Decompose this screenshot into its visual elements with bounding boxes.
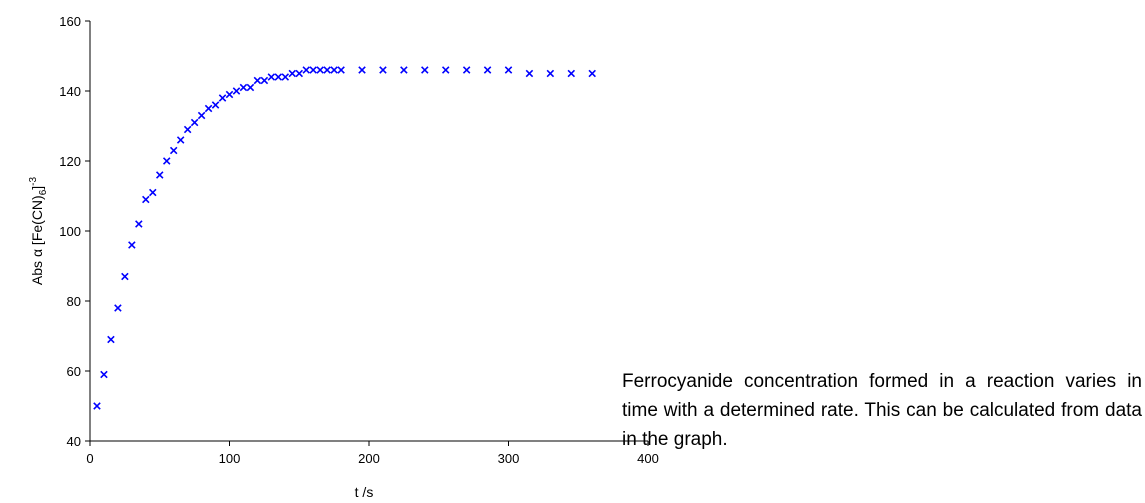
data-point bbox=[211, 101, 220, 109]
data-point bbox=[204, 104, 213, 113]
data-point bbox=[225, 90, 234, 99]
data-point bbox=[483, 66, 492, 74]
data-point bbox=[114, 304, 122, 312]
y-axis-title-tail: ] bbox=[29, 186, 45, 190]
data-point bbox=[190, 118, 199, 127]
y-axis-title-main: Abs α [Fe(CN) bbox=[29, 195, 45, 285]
ticks: 0 100 200 300 400 40 60 80 100 120 140 160 bbox=[59, 14, 659, 466]
data-point bbox=[149, 188, 157, 197]
data-point bbox=[197, 111, 206, 120]
y-tick-label: 120 bbox=[59, 154, 81, 169]
data-point bbox=[253, 76, 262, 85]
axes bbox=[89, 21, 648, 442]
data-point bbox=[546, 69, 555, 78]
data-point bbox=[260, 76, 269, 85]
data-point bbox=[135, 220, 143, 228]
data-point bbox=[379, 66, 387, 74]
data-point bbox=[295, 69, 304, 78]
data-point bbox=[309, 66, 317, 74]
y-tick-label: 100 bbox=[59, 224, 81, 239]
data-point bbox=[121, 272, 129, 281]
y-tick-label: 40 bbox=[67, 434, 81, 449]
data-point bbox=[330, 66, 338, 74]
y-tick-label: 80 bbox=[67, 294, 81, 309]
data-point bbox=[155, 171, 164, 179]
x-tick-label: 300 bbox=[498, 451, 520, 466]
y-axis-title: Abs α [Fe(CN)6]-3 bbox=[28, 177, 49, 286]
data-point bbox=[183, 125, 192, 134]
data-point bbox=[100, 370, 108, 379]
data-point bbox=[281, 73, 290, 81]
data-point bbox=[504, 66, 513, 74]
data-point bbox=[232, 87, 241, 95]
data-point bbox=[288, 69, 297, 78]
data-point bbox=[441, 66, 450, 74]
data-point bbox=[128, 241, 136, 249]
data-point bbox=[274, 73, 283, 81]
data-points bbox=[93, 66, 596, 410]
data-point bbox=[337, 66, 345, 74]
data-point bbox=[267, 73, 276, 81]
data-point bbox=[107, 335, 115, 344]
data-point bbox=[358, 66, 366, 74]
x-tick-label: 200 bbox=[358, 451, 380, 466]
data-point bbox=[239, 83, 248, 92]
data-point bbox=[588, 69, 596, 78]
data-point bbox=[567, 69, 576, 78]
data-point bbox=[169, 146, 178, 155]
data-point bbox=[400, 66, 408, 74]
data-point bbox=[246, 83, 255, 92]
data-point bbox=[323, 66, 331, 74]
data-point bbox=[462, 66, 471, 74]
y-axis-title-subscript: 6 bbox=[38, 189, 49, 195]
data-point bbox=[162, 157, 171, 165]
data-point bbox=[218, 94, 227, 102]
x-tick-label: 400 bbox=[637, 451, 659, 466]
y-tick-label: 60 bbox=[67, 364, 81, 379]
data-point bbox=[142, 195, 150, 204]
data-point bbox=[316, 66, 324, 74]
x-axis-title: t /s bbox=[355, 484, 374, 500]
x-tick-label: 100 bbox=[219, 451, 241, 466]
y-tick-label: 140 bbox=[59, 84, 81, 99]
data-point bbox=[421, 66, 429, 74]
data-point bbox=[176, 136, 185, 144]
data-point bbox=[302, 66, 310, 74]
chart-caption: Ferrocyanide concentration formed in a r… bbox=[622, 371, 1142, 450]
data-point bbox=[525, 69, 534, 78]
y-axis-title-superscript: -3 bbox=[28, 177, 39, 186]
data-point bbox=[93, 402, 101, 410]
y-tick-label: 160 bbox=[59, 14, 81, 29]
x-tick-label: 0 bbox=[86, 451, 93, 466]
